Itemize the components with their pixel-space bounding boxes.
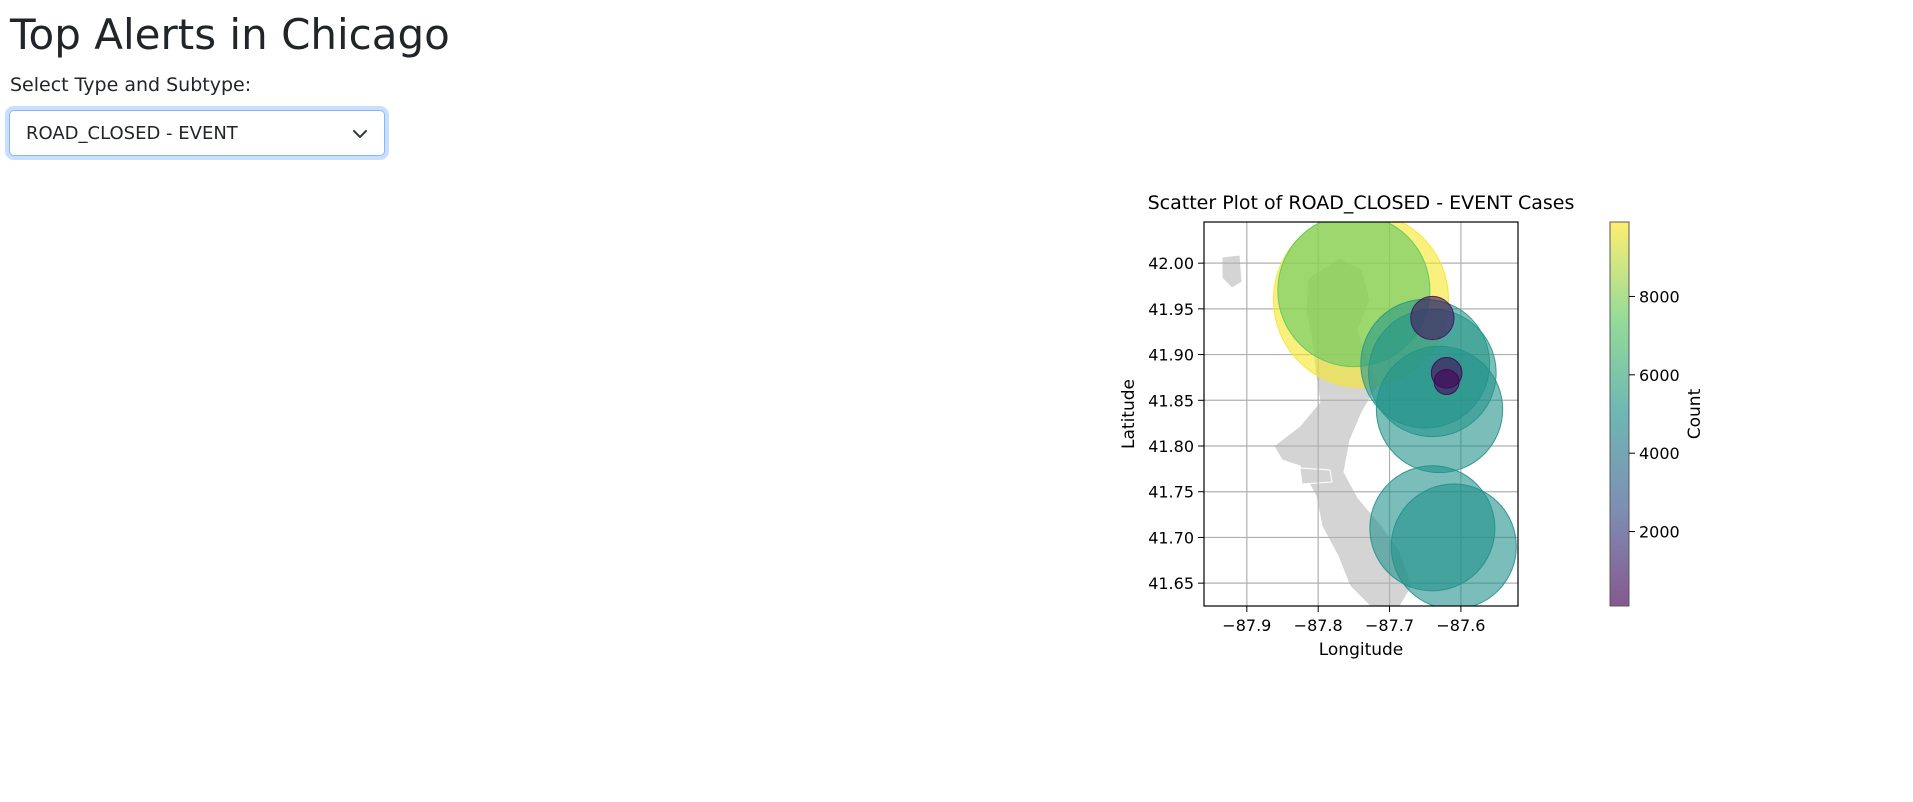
y-tick-label: 41.65 <box>1148 574 1194 593</box>
colorbar-tick-label: 6000 <box>1639 366 1680 385</box>
x-tick-label: −87.6 <box>1436 616 1485 635</box>
scatter-point <box>1410 295 1455 341</box>
type-subtype-selected-value: ROAD_CLOSED - EVENT <box>26 123 238 144</box>
page-title: Top Alerts in Chicago <box>10 10 450 59</box>
chart-axes-frame <box>1203 221 1519 607</box>
y-tick-label: 41.90 <box>1148 346 1194 365</box>
x-tick-label: −87.8 <box>1294 616 1343 635</box>
scatter-point <box>1433 368 1460 396</box>
type-subtype-select[interactable]: ROAD_CLOSED - EVENT <box>9 110 385 156</box>
colorbar <box>1609 221 1630 607</box>
type-subtype-label: Select Type and Subtype: <box>10 74 252 96</box>
colorbar-tick-label: 2000 <box>1639 523 1680 542</box>
y-tick-label: 41.95 <box>1148 300 1194 319</box>
chart-title: Scatter Plot of ROAD_CLOSED - EVENT Case… <box>1148 192 1575 214</box>
y-tick-label: 41.75 <box>1148 483 1194 502</box>
y-tick-label: 41.85 <box>1148 391 1194 410</box>
x-axis-label: Longitude <box>1319 640 1404 660</box>
colorbar-label: Count <box>1685 388 1705 439</box>
scatter-chart: Scatter Plot of ROAD_CLOSED - EVENT Case… <box>1119 192 1705 660</box>
colorbar-tick-label: 8000 <box>1639 287 1680 306</box>
colorbar-tick-label: 4000 <box>1639 444 1680 463</box>
y-tick-label: 42.00 <box>1148 254 1194 273</box>
scatter-point <box>1390 483 1517 606</box>
x-tick-label: −87.7 <box>1365 616 1414 635</box>
chevron-down-icon <box>353 130 367 138</box>
x-tick-label: −87.9 <box>1222 616 1271 635</box>
y-axis-label: Latitude <box>1119 379 1139 449</box>
y-tick-label: 41.70 <box>1148 528 1194 547</box>
y-tick-label: 41.80 <box>1148 437 1194 456</box>
